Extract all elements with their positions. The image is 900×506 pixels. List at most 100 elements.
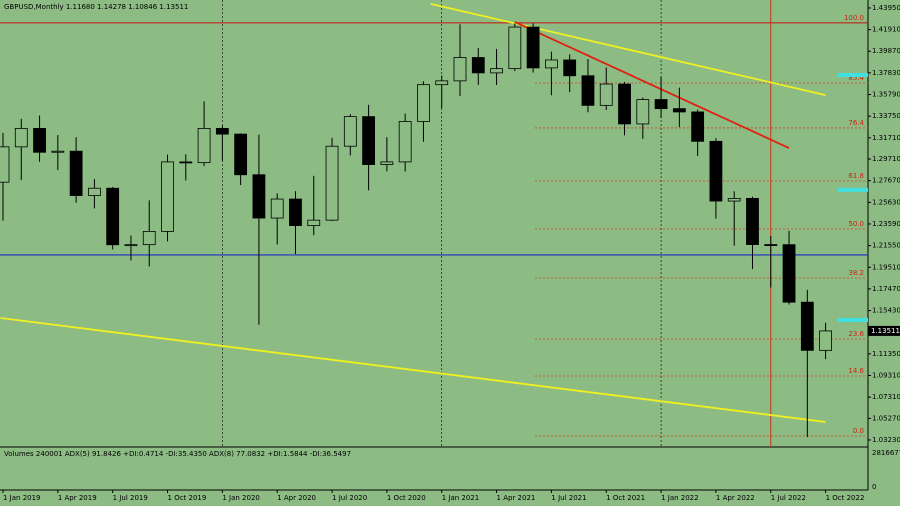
candle-body (618, 83, 631, 125)
y-tick-label: 1.35790 (872, 91, 900, 99)
candle-body (88, 187, 101, 196)
candle-body (289, 198, 302, 226)
candle-body (0, 146, 10, 183)
candle-body (398, 121, 412, 163)
candle-body (819, 330, 832, 351)
trend-line (514, 21, 790, 149)
volume-scale-top: 2816677 (872, 449, 900, 457)
chart-title: GBPUSD,Monthly 1.11680 1.14278 1.10846 1… (4, 3, 188, 11)
y-tick-label: 1.07310 (872, 393, 900, 401)
candle-body (142, 231, 156, 246)
candle-body (709, 140, 723, 202)
candle-body (307, 219, 321, 226)
fib-label: 23.6 (848, 330, 864, 338)
candle-body (234, 133, 248, 176)
fib-label: 38.2 (848, 269, 864, 277)
x-tick-label: 1 Apr 2021 (497, 494, 536, 502)
fib-label: 76.4 (848, 119, 864, 127)
fib-label: 14.6 (848, 367, 864, 375)
candle-body (215, 127, 229, 135)
x-tick-label: 1 Jul 2020 (332, 494, 367, 502)
candle-body (124, 244, 138, 247)
x-tick-label: 1 Jan 2020 (222, 494, 260, 502)
candle-body (654, 99, 668, 110)
y-tick-label: 1.17470 (872, 285, 900, 293)
fib-label: 50.0 (848, 220, 864, 228)
candle-body (417, 84, 430, 122)
y-tick-label: 1.25630 (872, 198, 900, 206)
candle-body (727, 198, 741, 202)
candle-body (69, 150, 83, 196)
y-tick-label: 1.29710 (872, 155, 900, 163)
candle-body (362, 116, 376, 165)
x-tick-label: 1 Apr 2019 (58, 494, 97, 502)
x-tick-label: 1 Jan 2022 (661, 494, 699, 502)
x-tick-label: 1 Oct 2020 (387, 494, 426, 502)
y-tick-label: 1.03230 (872, 436, 900, 444)
candle-body (471, 57, 485, 74)
y-tick-label: 1.21550 (872, 242, 900, 250)
candle-body (252, 174, 266, 219)
fib-label: 0.0 (853, 427, 864, 435)
candle-body (563, 59, 577, 77)
fib-label: 61.8 (848, 172, 864, 180)
x-tick-label: 1 Jan 2019 (3, 494, 41, 502)
y-tick-label: 1.19510 (872, 263, 900, 271)
x-tick-label: 1 Oct 2022 (826, 494, 865, 502)
candle-body (672, 108, 686, 113)
candle-body (453, 57, 467, 82)
candle-body (800, 301, 814, 351)
y-tick-label: 1.43950 (872, 4, 900, 12)
y-tick-label: 1.23590 (872, 220, 900, 228)
volume-scale-bottom: 0 (872, 483, 876, 491)
candle-body (325, 145, 339, 221)
y-tick-label: 1.31710 (872, 134, 900, 142)
candle-body (581, 75, 595, 106)
y-tick-label: 1.41910 (872, 26, 900, 34)
candle-body (51, 150, 65, 153)
candle-body (106, 187, 120, 246)
candle-body (490, 68, 503, 74)
y-tick-label: 1.15430 (872, 307, 900, 315)
candle-body (545, 59, 558, 69)
x-tick-label: 1 Apr 2022 (716, 494, 755, 502)
candle-body (746, 198, 759, 245)
candle-body (380, 161, 394, 165)
x-tick-label: 1 Jan 2021 (442, 494, 480, 502)
x-tick-label: 1 Apr 2020 (277, 494, 316, 502)
y-tick-label: 1.33750 (872, 112, 900, 120)
candle-body (33, 127, 46, 153)
current-price: 1.13511 (871, 327, 900, 335)
candle-body (599, 83, 613, 106)
candle-body (782, 244, 796, 303)
x-tick-label: 1 Jul 2019 (113, 494, 148, 502)
y-tick-label: 1.11350 (872, 350, 900, 358)
candle-body (636, 99, 650, 125)
x-tick-label: 1 Jul 2022 (771, 494, 806, 502)
candle-body (435, 80, 449, 86)
fib-label: 85.4 (848, 74, 864, 82)
x-tick-label: 1 Oct 2021 (606, 494, 645, 502)
trend-line (430, 3, 826, 96)
x-tick-label: 1 Jul 2021 (551, 494, 586, 502)
candle-body (14, 127, 28, 148)
indicator-caption: Volumes 240001 ADX(5) 91.8426 +DI:0.4714… (4, 450, 351, 458)
price-box (868, 325, 900, 336)
fib-label: 100.0 (844, 14, 864, 22)
candle-body (508, 26, 522, 70)
x-tick-label: 1 Oct 2019 (168, 494, 207, 502)
candle-body (343, 116, 357, 147)
y-tick-label: 1.05270 (872, 414, 900, 422)
candle-body (179, 161, 193, 164)
y-tick-label: 1.37830 (872, 69, 900, 77)
candle-body (270, 198, 284, 219)
candle-body (161, 161, 174, 232)
trend-line (0, 317, 826, 423)
y-tick-label: 1.27670 (872, 177, 900, 185)
candle-body (526, 26, 540, 69)
y-tick-label: 1.09310 (872, 371, 900, 379)
y-tick-label: 1.39870 (872, 47, 900, 55)
candle-body (691, 111, 705, 142)
